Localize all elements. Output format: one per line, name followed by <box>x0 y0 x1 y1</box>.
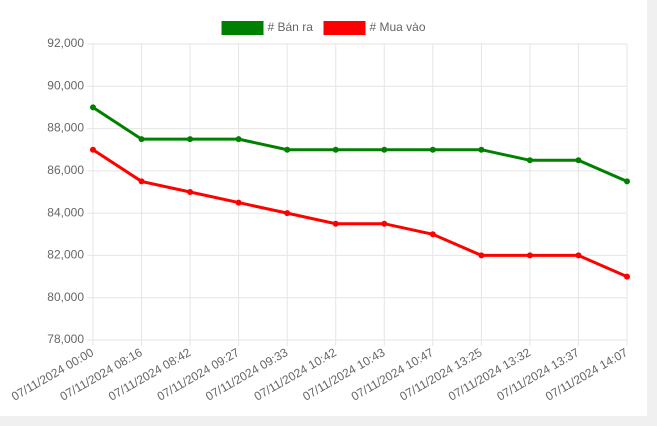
data-point <box>332 220 339 227</box>
legend-label: # Bán ra <box>268 20 314 34</box>
data-point <box>332 146 339 153</box>
chart: 78,000 80,000 82,000 84,000 86,000 88,000 90,0… <box>0 0 647 416</box>
data-point <box>478 252 485 259</box>
data-point <box>90 146 96 153</box>
data-point <box>526 252 533 259</box>
data-point <box>526 157 533 164</box>
data-point <box>624 178 630 185</box>
data-point <box>429 231 436 238</box>
data-point <box>187 136 194 143</box>
data-point <box>624 273 630 280</box>
series-line <box>92 148 628 278</box>
data-point <box>90 104 96 111</box>
x-tick-label: 07/11/2024 08:42 <box>106 345 193 404</box>
data-point <box>187 189 194 195</box>
y-tick-label: 90,000 <box>47 78 84 92</box>
x-tick-label: 07/11/2024 14:07 <box>543 345 630 404</box>
data-point <box>235 199 242 206</box>
y-tick-label: 84,000 <box>47 205 84 219</box>
data-point <box>381 146 388 153</box>
data-point <box>138 136 145 143</box>
x-tick-label: 07/11/2024 13:32 <box>446 345 533 404</box>
y-tick-label: 78,000 <box>47 332 84 346</box>
x-tick-label: 07/11/2024 10:47 <box>349 345 436 404</box>
data-point <box>235 136 242 143</box>
x-tick-label: 07/11/2024 10:43 <box>300 345 387 404</box>
x-tick-label: 07/11/2024 08:16 <box>57 345 144 404</box>
x-tick-label: 07/11/2024 10:42 <box>252 345 339 404</box>
x-tick-label: 07/11/2024 09:27 <box>155 345 242 404</box>
x-tick-label: 07/11/2024 13:25 <box>397 345 484 404</box>
legend-label: # Mua vào <box>370 20 426 34</box>
data-point <box>575 157 582 164</box>
y-tick-label: 80,000 <box>47 290 84 304</box>
y-tick-label: 86,000 <box>47 163 84 177</box>
legend-swatch <box>323 21 366 35</box>
data-point <box>381 220 388 227</box>
data-point <box>429 146 436 153</box>
series-line <box>92 106 628 183</box>
data-point <box>284 146 291 153</box>
legend-swatch <box>221 21 264 35</box>
data-point <box>138 178 145 185</box>
x-tick-label: 07/11/2024 13:37 <box>494 345 581 404</box>
data-point <box>575 252 582 259</box>
y-tick-label: 82,000 <box>47 248 84 262</box>
y-tick-label: 92,000 <box>47 36 84 50</box>
y-tick-label: 88,000 <box>47 121 84 135</box>
x-tick-label: 07/11/2024 09:33 <box>203 345 290 404</box>
data-point <box>478 146 485 153</box>
data-point <box>284 210 291 217</box>
x-tick-label: 07/11/2024 00:00 <box>9 345 96 404</box>
